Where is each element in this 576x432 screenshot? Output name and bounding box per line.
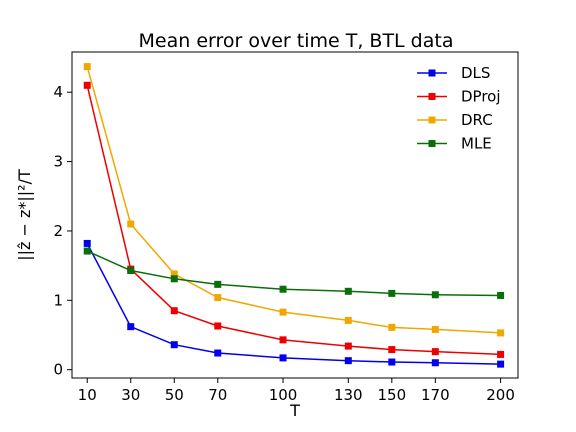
data-point-drc xyxy=(170,270,178,278)
data-point-drc xyxy=(214,294,222,302)
x-tick-label: 100 xyxy=(269,386,298,404)
data-point-dls xyxy=(388,358,396,366)
legend-swatch-marker xyxy=(428,69,436,77)
data-point-drc xyxy=(497,329,505,337)
series-line-mle xyxy=(86,250,501,297)
x-tick-label: 200 xyxy=(486,386,515,404)
legend-label: DLS xyxy=(461,64,490,82)
chart-title: Mean error over time T, BTL data xyxy=(139,30,454,52)
data-point-drc xyxy=(127,220,135,228)
data-point-drc xyxy=(431,325,439,333)
x-tick-label: 70 xyxy=(208,386,227,404)
y-tick-label: 2 xyxy=(53,222,63,240)
data-point-dproj xyxy=(388,346,396,354)
legend-item-drc: DRC xyxy=(417,111,493,129)
x-tick-label: 130 xyxy=(334,386,363,404)
data-point-dproj xyxy=(214,322,222,330)
x-tick-label: 50 xyxy=(165,386,184,404)
data-point-mle xyxy=(83,247,91,255)
y-axis-ticks: 0 1 2 3 4 xyxy=(53,83,72,379)
series-layer xyxy=(83,63,505,368)
plot-area-frame xyxy=(71,51,519,379)
legend-swatch-marker xyxy=(428,140,436,147)
legend-swatch-marker xyxy=(428,93,436,100)
data-point-dls xyxy=(214,349,222,357)
x-axis-label: T xyxy=(289,401,300,420)
data-point-drc xyxy=(344,316,352,324)
legend-label: DRC xyxy=(461,111,493,129)
data-point-dls xyxy=(127,323,135,331)
data-point-dproj xyxy=(170,307,178,315)
series-mle xyxy=(83,247,505,299)
data-point-mle xyxy=(344,287,352,295)
legend-swatch-marker xyxy=(428,116,436,124)
x-tick-label: 170 xyxy=(421,386,450,404)
data-point-dproj xyxy=(344,342,352,350)
y-tick-label: 3 xyxy=(53,153,63,171)
data-point-dproj xyxy=(279,336,287,344)
data-point-dls xyxy=(497,360,505,368)
data-point-dproj xyxy=(83,81,91,89)
data-point-mle xyxy=(214,280,222,288)
data-point-mle xyxy=(279,285,287,293)
x-tick-label: 30 xyxy=(121,386,140,404)
legend-item-mle: MLE xyxy=(417,135,492,153)
x-tick-label: 10 xyxy=(78,386,97,404)
data-point-mle xyxy=(431,291,439,299)
y-axis-label: ||ẑ − z*||²/T xyxy=(15,169,34,261)
data-point-drc xyxy=(279,308,287,316)
x-axis-ticks: 10 30 50 70 100 130 150 170 200 xyxy=(78,378,515,404)
data-point-mle xyxy=(170,275,178,283)
legend-label: DProj xyxy=(461,88,501,106)
legend-label: MLE xyxy=(461,135,492,153)
series-line-dls xyxy=(86,243,501,365)
data-point-mle xyxy=(388,289,396,297)
data-point-dls xyxy=(431,359,439,367)
x-tick-label: 150 xyxy=(377,386,406,404)
data-point-dproj xyxy=(431,348,439,356)
data-point-dls xyxy=(344,357,352,365)
data-point-dls xyxy=(279,354,287,362)
y-tick-label: 4 xyxy=(53,83,63,101)
series-drc xyxy=(83,63,505,337)
data-point-dproj xyxy=(497,350,505,358)
legend-item-dls: DLS xyxy=(417,64,490,82)
data-point-dls xyxy=(83,239,91,247)
data-point-mle xyxy=(127,266,135,274)
series-dls xyxy=(83,239,505,368)
data-point-dls xyxy=(170,341,178,349)
data-point-drc xyxy=(83,63,91,71)
y-tick-label: 1 xyxy=(53,291,63,309)
legend: DLS DProj DRC MLE xyxy=(417,64,501,153)
series-dproj xyxy=(83,81,505,358)
y-tick-label: 0 xyxy=(53,361,63,379)
data-point-drc xyxy=(388,323,396,331)
legend-item-dproj: DProj xyxy=(417,88,501,106)
data-point-mle xyxy=(497,291,505,299)
